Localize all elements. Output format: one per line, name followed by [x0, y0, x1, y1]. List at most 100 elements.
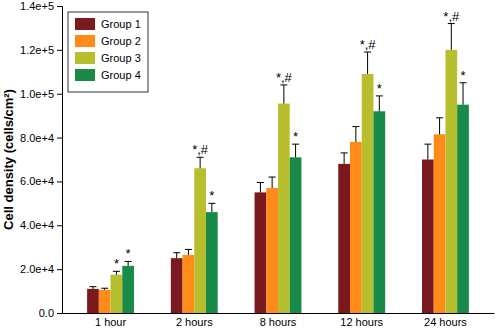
error-bar — [125, 261, 132, 265]
annotation: * — [126, 246, 131, 261]
error-bar — [197, 157, 204, 168]
bar — [434, 134, 446, 313]
tick: 6.0e+4 — [20, 175, 62, 187]
annotation: *,# — [443, 9, 460, 24]
error-bar — [436, 118, 443, 134]
y-axis: 0.0 2.0e+4 4.0e+4 6.0e+4 8.0e+4 1.0e+5 1.2e+5 1… — [20, 0, 62, 319]
bar — [255, 192, 267, 313]
tick-label: 4.0e+4 — [20, 219, 54, 231]
legend-entry: Group 1 — [75, 18, 141, 30]
annotation: *,# — [360, 37, 377, 52]
axis-line — [57, 7, 63, 314]
legend-label: Group 2 — [101, 35, 141, 47]
series — [111, 24, 458, 313]
bar — [111, 275, 123, 313]
bar — [183, 255, 195, 313]
bar — [362, 74, 374, 313]
annotation: *,# — [276, 70, 293, 85]
axis-line — [63, 313, 495, 314]
error-bar — [460, 83, 467, 105]
error-bar — [280, 85, 287, 104]
tick-label: 1.0e+5 — [20, 88, 54, 100]
bar — [266, 188, 278, 313]
tick-mark — [57, 50, 62, 51]
tick-mark — [57, 269, 62, 270]
annotation: * — [293, 129, 298, 144]
annotation: *,# — [192, 142, 209, 157]
bar — [445, 50, 457, 313]
annotation: * — [209, 188, 214, 203]
annotations: **,#*,#*,#*,#***** — [114, 9, 466, 272]
legend-frame — [68, 12, 148, 92]
tick: 1.2e+5 — [20, 44, 62, 56]
tick: 1.0e+5 — [20, 88, 62, 100]
tick-label: 2.0e+4 — [20, 263, 54, 275]
bar — [194, 168, 206, 313]
bar — [206, 212, 218, 313]
tick: 24 hours — [424, 313, 467, 328]
tick-label: 1 hour — [95, 316, 127, 328]
x-axis: 1 hour 2 hours 8 hours 12 hours 24 hours — [63, 313, 495, 328]
error-bar — [448, 24, 455, 50]
error-bar — [101, 288, 108, 290]
bar — [350, 142, 362, 313]
tick-label: 0.0 — [39, 307, 54, 319]
bar — [122, 266, 134, 313]
tick: 2.0e+4 — [20, 263, 62, 275]
legend-label: Group 1 — [101, 18, 141, 30]
tick: 1.4e+5 — [20, 0, 62, 12]
tick-label: 1.4e+5 — [20, 0, 54, 12]
legend-entry: Group 3 — [75, 52, 141, 64]
tick-mark — [57, 181, 62, 182]
tick-mark — [57, 138, 62, 139]
bar — [171, 258, 183, 313]
error-bar — [292, 144, 299, 157]
legend-entry: Group 4 — [75, 69, 141, 81]
annotation: * — [377, 81, 382, 96]
tick-label: 1.2e+5 — [20, 44, 54, 56]
tick-label: 2 hours — [176, 316, 213, 328]
legend-entry: Group 2 — [75, 35, 141, 47]
tick: 8 hours — [260, 313, 297, 328]
bar — [87, 289, 99, 313]
tick-label: 8.0e+4 — [20, 132, 54, 144]
legend-label: Group 3 — [101, 52, 141, 64]
tick: 12 hours — [340, 313, 383, 328]
error-bar — [364, 52, 371, 74]
tick-label: 24 hours — [424, 316, 467, 328]
tick-mark — [57, 94, 62, 95]
tick: 2 hours — [176, 313, 213, 328]
error-bar — [208, 203, 215, 212]
annotation: * — [114, 256, 119, 271]
error-bar — [376, 96, 383, 111]
error-bar — [185, 249, 192, 254]
tick-label: 8 hours — [260, 316, 297, 328]
tick: 0.0 — [39, 307, 62, 319]
error-bar — [269, 177, 276, 188]
legend-swatch — [75, 18, 95, 30]
error-bar — [352, 127, 359, 142]
bar — [457, 105, 469, 313]
tick-mark — [57, 313, 62, 314]
error-bar — [424, 144, 431, 159]
bar — [278, 104, 290, 313]
legend-swatch — [75, 69, 95, 81]
tick-mark — [57, 6, 62, 7]
bar — [99, 290, 111, 313]
y-axis-title: Cell density (cells/cm²) — [1, 89, 16, 230]
legend: Group 1 Group 2 Group 3 Group 4 — [68, 12, 148, 92]
tick: 4.0e+4 — [20, 219, 62, 231]
tick-mark — [57, 225, 62, 226]
legend-label: Group 4 — [101, 69, 141, 81]
tick: 1 hour — [95, 313, 127, 328]
series — [99, 118, 446, 313]
plot: **,#*,#*,#*,#*****0.02.0e+44.0e+46.0e+48… — [20, 0, 494, 328]
error-bar — [113, 271, 120, 274]
error-bar — [257, 183, 264, 193]
legend-swatch — [75, 35, 95, 47]
series — [122, 83, 469, 313]
bar — [373, 111, 385, 313]
tick-label: 6.0e+4 — [20, 175, 54, 187]
bar — [290, 157, 302, 313]
error-bar — [341, 153, 348, 164]
